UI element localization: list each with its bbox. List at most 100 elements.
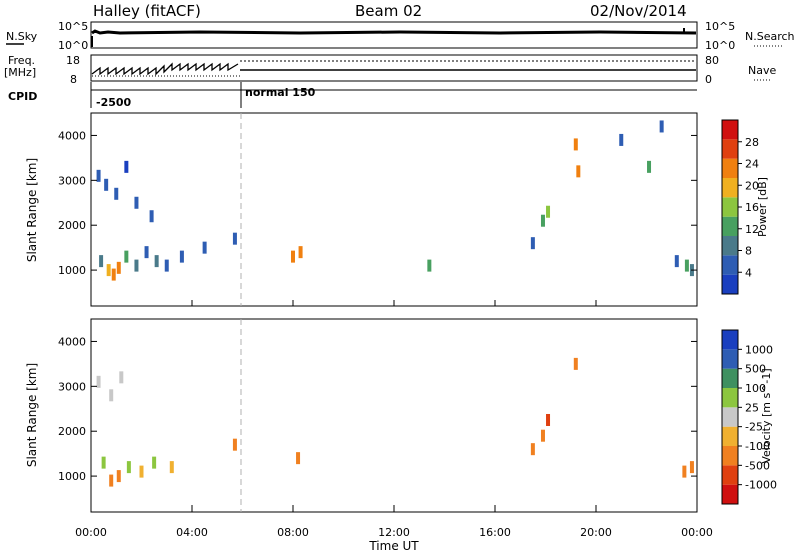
freq-tick-bottom: 8 bbox=[70, 73, 77, 86]
velocity-plot-panel: 1000 2000 3000 4000 Slant Range [km] bbox=[25, 318, 698, 513]
power-cell bbox=[684, 259, 689, 272]
power-colorbar-block bbox=[722, 178, 738, 198]
power-cell bbox=[134, 196, 139, 209]
power-cell bbox=[576, 165, 581, 178]
power-ytick-label: 1000 bbox=[58, 264, 86, 277]
power-ylabel: Slant Range [km] bbox=[25, 158, 39, 262]
cpid-segment-2: normal 150 bbox=[245, 86, 316, 99]
nsky-label: N.Sky bbox=[6, 30, 38, 43]
station-title: Halley (fitACF) bbox=[93, 2, 201, 20]
power-colorbar-block bbox=[722, 197, 738, 217]
velocity-cell bbox=[119, 371, 124, 384]
power-cell bbox=[291, 250, 295, 263]
velocity-cell bbox=[546, 413, 551, 426]
velocity-colorbar-block bbox=[722, 484, 738, 504]
cpid-segment-1: -2500 bbox=[96, 96, 132, 109]
power-cell bbox=[124, 160, 129, 173]
power-ytick-label: 4000 bbox=[58, 129, 86, 142]
time-tick-label: 20:00 bbox=[580, 526, 612, 539]
time-tick-label: 16:00 bbox=[479, 526, 511, 539]
power-cell bbox=[99, 255, 104, 268]
power-colorbar-tick-label: 8 bbox=[745, 245, 752, 258]
velocity-colorbar-block bbox=[722, 368, 738, 388]
power-cell bbox=[674, 255, 679, 268]
velocity-colorbar-block bbox=[722, 330, 738, 350]
cpid-label: CPID bbox=[8, 90, 37, 103]
power-cell bbox=[104, 178, 109, 191]
power-colorbar-block bbox=[722, 236, 738, 256]
power-cell bbox=[427, 259, 432, 272]
velocity-cell bbox=[96, 375, 101, 388]
time-tick-label: 00:00 bbox=[75, 526, 107, 539]
power-cell bbox=[540, 214, 545, 227]
time-tick-label: 00:00 bbox=[681, 526, 713, 539]
velocity-cell bbox=[126, 461, 131, 474]
power-cell bbox=[647, 160, 652, 173]
power-cell bbox=[114, 187, 119, 200]
nave-label: Nave bbox=[748, 64, 776, 77]
velocity-cell bbox=[682, 465, 687, 478]
power-cell bbox=[149, 210, 154, 223]
power-colorbar-block bbox=[722, 274, 738, 294]
time-tick-label: 04:00 bbox=[176, 526, 208, 539]
power-cell bbox=[232, 232, 237, 245]
freq-label: Freq. bbox=[8, 54, 35, 67]
nsky-tick-bottom: 10^0 bbox=[58, 39, 88, 52]
nsky-tick-top: 10^5 bbox=[58, 20, 88, 33]
velocity-colorbar-block bbox=[722, 349, 738, 369]
cpid-panel: CPID -2500 normal 150 bbox=[8, 82, 697, 109]
power-ytick-label: 3000 bbox=[58, 174, 86, 187]
velocity-colorbar-block bbox=[722, 465, 738, 485]
power-ytick-label: 2000 bbox=[58, 219, 86, 232]
power-cell bbox=[546, 205, 551, 218]
power-colorbar-label: Power [dB] bbox=[756, 177, 769, 237]
velocity-colorbar-tick-label: 1000 bbox=[745, 343, 773, 356]
power-colorbar-tick-label: 28 bbox=[745, 136, 759, 149]
velocity-ytick-label: 2000 bbox=[58, 425, 86, 438]
freq-tick-top: 18 bbox=[66, 54, 80, 67]
beam-title: Beam 02 bbox=[355, 2, 422, 20]
power-colorbar-tick-label: 4 bbox=[745, 266, 752, 279]
power-cell bbox=[573, 138, 578, 151]
power-colorbar-block bbox=[722, 255, 738, 275]
power-cell bbox=[619, 133, 624, 146]
time-axis-label: Time UT bbox=[368, 539, 419, 553]
power-cell bbox=[144, 246, 149, 259]
velocity-cell bbox=[573, 357, 578, 370]
velocity-colorbar-tick-label: -500 bbox=[745, 459, 770, 472]
nave-tick-top: 80 bbox=[705, 54, 719, 67]
velocity-ytick-label: 4000 bbox=[58, 335, 86, 348]
power-colorbar-block bbox=[722, 139, 738, 159]
power-cell bbox=[530, 237, 535, 250]
velocity-cell bbox=[139, 465, 144, 478]
power-plot-panel: 1000 2000 3000 4000 Slant Range [km] bbox=[25, 112, 698, 307]
velocity-cell bbox=[116, 470, 121, 483]
power-cell bbox=[106, 264, 111, 277]
power-colorbar-tick-label: 16 bbox=[745, 201, 759, 214]
power-colorbar-block bbox=[722, 120, 738, 140]
velocity-ytick-label: 3000 bbox=[58, 380, 86, 393]
nsearch-tick-bottom: 10^0 bbox=[705, 39, 735, 52]
power-colorbar-tick-label: 20 bbox=[745, 179, 759, 192]
power-cell bbox=[111, 268, 116, 281]
time-axis: 00:00 04:00 08:00 12:00 16:00 20:00 00:00 bbox=[75, 300, 713, 539]
nsearch-label: N.Search bbox=[745, 30, 795, 43]
velocity-ytick-label: 1000 bbox=[58, 470, 86, 483]
velocity-ylabel: Slant Range [km] bbox=[25, 363, 39, 467]
power-cell bbox=[298, 246, 303, 259]
power-cell bbox=[116, 261, 121, 274]
power-colorbar-tick-label: 24 bbox=[745, 158, 759, 171]
time-tick-label: 12:00 bbox=[378, 526, 410, 539]
velocity-cell bbox=[109, 389, 114, 402]
nave-tick-bottom: 0 bbox=[705, 73, 712, 86]
power-cell bbox=[179, 250, 184, 263]
velocity-cell bbox=[296, 452, 301, 465]
velocity-colorbar-block bbox=[722, 446, 738, 466]
power-cell bbox=[164, 259, 169, 272]
velocity-colorbar-tick-label: 500 bbox=[745, 363, 766, 376]
velocity-cell bbox=[540, 429, 545, 442]
freq-unit: [MHz] bbox=[4, 66, 36, 79]
velocity-colorbar-tick-label: -1000 bbox=[745, 479, 777, 492]
date-title: 02/Nov/2014 bbox=[590, 2, 687, 20]
